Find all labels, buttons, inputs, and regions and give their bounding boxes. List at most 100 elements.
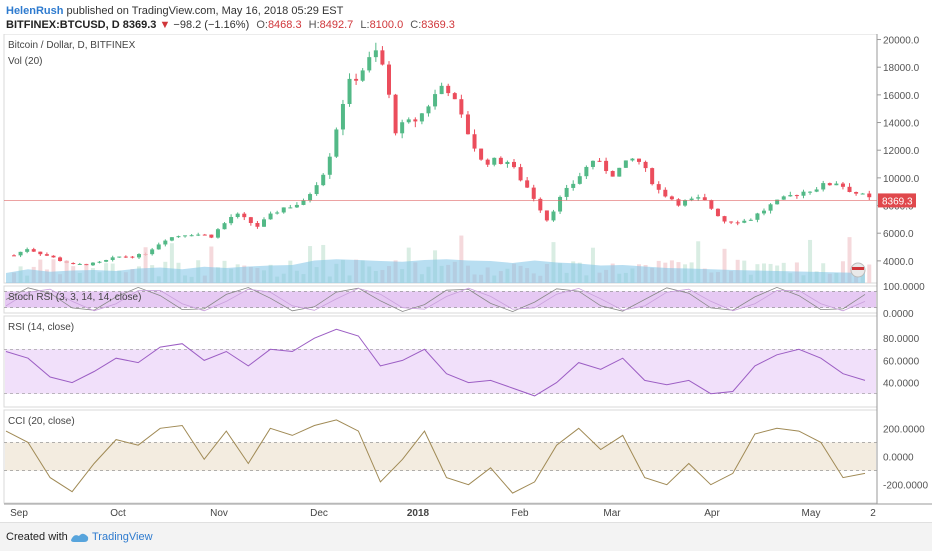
- chart-header: HelenRush published on TradingView.com, …: [4, 0, 924, 34]
- candle-body: [215, 229, 220, 238]
- candle-body: [334, 129, 339, 157]
- last-price: 8369.3: [122, 19, 157, 31]
- ohlc-line: BITFINEX:BTCUSD, D 8369.3 ▼ −98.2 (−1.16…: [6, 19, 455, 31]
- down-arrow-icon: ▼: [159, 19, 171, 31]
- candle-body: [189, 235, 194, 237]
- candle-body: [617, 167, 622, 177]
- time-axis-label: Oct: [110, 508, 126, 519]
- time-axis-label: Apr: [704, 508, 720, 519]
- price-tick-label: 14000.0: [883, 119, 920, 130]
- candle-body: [544, 210, 549, 221]
- candle-body: [584, 166, 589, 177]
- candle-body: [735, 222, 740, 224]
- candle: [847, 183, 852, 193]
- candle-body: [446, 85, 451, 94]
- candle: [834, 181, 839, 186]
- candle: [597, 157, 602, 162]
- candle: [571, 180, 576, 191]
- time-axis-label: Mar: [603, 508, 621, 519]
- volume-bar: [722, 248, 727, 283]
- candle: [446, 83, 451, 97]
- candle-body: [814, 189, 819, 192]
- candle-body: [406, 119, 411, 123]
- candle: [558, 195, 563, 214]
- candle-body: [689, 198, 694, 201]
- candle: [340, 99, 345, 136]
- tradingview-brand-link[interactable]: TradingView: [92, 531, 153, 543]
- candle: [531, 184, 536, 202]
- candle: [235, 212, 240, 219]
- author-name[interactable]: HelenRush: [6, 5, 64, 17]
- volume-bar: [209, 246, 214, 283]
- price-tick-label: 12000.0: [883, 146, 920, 157]
- price-tick-label: 20000.0: [883, 36, 920, 47]
- volume-bar: [847, 237, 852, 283]
- candle-body: [104, 259, 109, 262]
- candle-body: [314, 185, 319, 195]
- candle-body: [459, 99, 464, 115]
- price-tick-label: 6000.0: [883, 229, 914, 240]
- candle: [123, 255, 128, 258]
- candle-body: [709, 200, 714, 209]
- candle: [439, 82, 444, 95]
- candle: [196, 232, 201, 237]
- candle: [90, 262, 95, 266]
- candle: [650, 167, 655, 186]
- candle-body: [452, 93, 457, 100]
- candle: [301, 198, 306, 206]
- candle-body: [465, 114, 470, 135]
- candle-body: [525, 180, 530, 188]
- chart-area[interactable]: 4000.06000.08000.010000.012000.014000.01…: [0, 34, 932, 522]
- candle: [373, 42, 378, 62]
- candle-body: [439, 85, 444, 95]
- candle-body: [413, 119, 418, 122]
- candle: [630, 158, 635, 162]
- candle-body: [794, 195, 799, 197]
- candle: [472, 129, 477, 152]
- candle: [97, 261, 102, 264]
- candle-body: [130, 256, 135, 258]
- candle-body: [400, 122, 405, 134]
- chart-title: Bitcoin / Dollar, D, BITFINEX: [8, 40, 136, 51]
- candle: [479, 148, 484, 161]
- candle-body: [354, 78, 359, 81]
- candle: [610, 170, 615, 177]
- candle-body: [209, 234, 214, 238]
- rsi-tick-label: 40.0000: [883, 379, 920, 390]
- candle-body: [84, 263, 89, 266]
- candle-body: [571, 183, 576, 188]
- candle-body: [31, 249, 36, 252]
- candle-body: [268, 213, 273, 220]
- rsi-label: RSI (14, close): [8, 322, 74, 333]
- candle: [801, 189, 806, 199]
- price-tick-label: 16000.0: [883, 91, 920, 102]
- candle-body: [340, 103, 345, 130]
- candle-body: [748, 219, 753, 221]
- candle: [577, 172, 582, 185]
- candle: [564, 184, 569, 201]
- candle-body: [229, 217, 234, 224]
- candle-body: [485, 159, 490, 165]
- candle-body: [610, 171, 615, 177]
- candle: [827, 182, 832, 186]
- candle: [788, 191, 793, 197]
- time-axis-label: 2018: [407, 508, 430, 519]
- candle-body: [301, 200, 306, 205]
- candle: [183, 235, 188, 238]
- candle: [104, 259, 109, 263]
- volume-ma-area: [6, 259, 865, 283]
- candle-body: [281, 207, 286, 213]
- candle: [656, 181, 661, 194]
- last-price-box: [878, 193, 916, 208]
- candle: [209, 234, 214, 239]
- candle-body: [505, 161, 510, 165]
- candle-body: [275, 212, 280, 214]
- volume-bar: [808, 239, 813, 283]
- candle-body: [387, 64, 391, 95]
- cci-label: CCI (20, close): [8, 416, 75, 427]
- time-axis-label: 2: [870, 508, 876, 519]
- candle: [808, 191, 813, 195]
- candle: [156, 242, 161, 250]
- candle-body: [235, 213, 240, 218]
- price-tick-label: 10000.0: [883, 174, 920, 185]
